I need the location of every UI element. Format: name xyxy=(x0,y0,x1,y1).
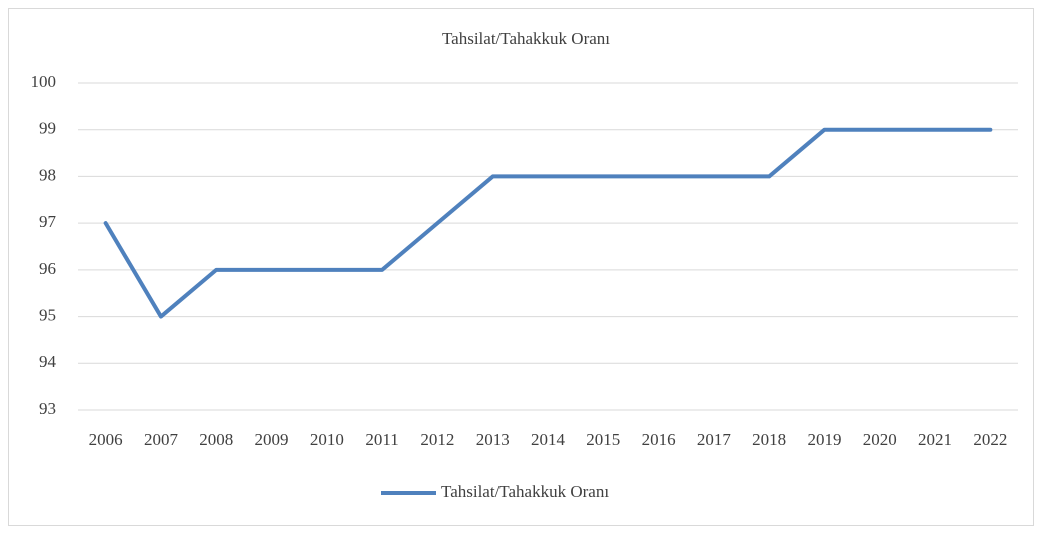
x-tick-label: 2011 xyxy=(365,430,398,449)
data-line xyxy=(103,127,993,319)
x-tick-label: 2008 xyxy=(199,430,233,449)
y-tick-label: 100 xyxy=(31,72,57,91)
y-tick-label: 98 xyxy=(39,165,56,184)
chart-title: Tahsilat/Tahakkuk Oranı xyxy=(442,29,610,48)
legend-label: Tahsilat/Tahakkuk Oranı xyxy=(441,482,609,501)
x-tick-label: 2007 xyxy=(144,430,179,449)
x-tick-label: 2016 xyxy=(642,430,676,449)
y-tick-label: 95 xyxy=(39,305,56,324)
x-tick-label: 2012 xyxy=(420,430,454,449)
chart-border xyxy=(8,8,1034,526)
y-tick-label: 94 xyxy=(39,352,57,371)
x-tick-label: 2022 xyxy=(973,430,1007,449)
x-tick-label: 2014 xyxy=(531,430,566,449)
x-tick-label: 2019 xyxy=(807,430,841,449)
x-tick-label: 2013 xyxy=(476,430,510,449)
x-tick-label: 2009 xyxy=(255,430,289,449)
y-tick-label: 97 xyxy=(39,212,57,231)
x-tick-label: 2010 xyxy=(310,430,344,449)
y-tick-label: 99 xyxy=(39,119,56,138)
y-tick-label: 93 xyxy=(39,399,56,418)
x-tick-label: 2017 xyxy=(697,430,732,449)
x-tick-label: 2015 xyxy=(586,430,620,449)
x-tick-label: 2006 xyxy=(89,430,123,449)
x-tick-label: 2020 xyxy=(863,430,897,449)
x-tick-label: 2021 xyxy=(918,430,952,449)
y-tick-label: 96 xyxy=(39,259,56,278)
x-tick-label: 2018 xyxy=(752,430,786,449)
